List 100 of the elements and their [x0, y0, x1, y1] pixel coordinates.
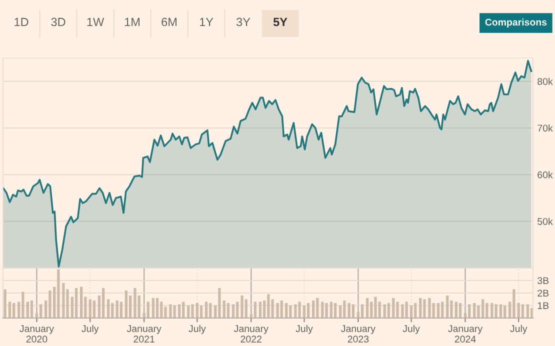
- bar: [343, 300, 346, 318]
- bar: [374, 296, 377, 318]
- bar: [267, 294, 270, 318]
- y-tick-label: 60k: [538, 171, 553, 178]
- bar: [146, 302, 150, 318]
- bar: [106, 299, 110, 318]
- x-tick-label: January 2024: [448, 325, 483, 343]
- bar: [111, 303, 114, 318]
- bar: [75, 288, 78, 318]
- text: 3Y: [236, 18, 250, 26]
- bar: [454, 302, 458, 318]
- bar: [325, 303, 328, 318]
- y-tick-label: 3B: [538, 277, 549, 284]
- bar: [504, 306, 506, 318]
- bar: [102, 288, 105, 318]
- bar: [316, 298, 319, 318]
- bar: [124, 290, 128, 318]
- bar: [280, 300, 283, 318]
- bar: [473, 303, 476, 318]
- bar: [57, 269, 60, 318]
- bar: [512, 289, 516, 318]
- bar: [226, 303, 230, 318]
- bar: [160, 302, 163, 318]
- bar: [352, 304, 355, 318]
- bar: [8, 302, 12, 318]
- bar: [30, 300, 34, 318]
- bar: [414, 303, 417, 318]
- bar: [40, 304, 42, 318]
- text: 1Y: [200, 18, 214, 26]
- bar: [232, 304, 235, 318]
- bar: [236, 302, 239, 318]
- bar: [428, 298, 431, 318]
- bar: [187, 306, 190, 318]
- text: 3D: [51, 18, 66, 26]
- bar: [134, 288, 136, 318]
- bar: [276, 303, 279, 318]
- bar: [526, 304, 530, 318]
- text: 1M: [124, 18, 140, 26]
- bar: [499, 304, 502, 318]
- bar: [383, 304, 386, 318]
- bar: [254, 302, 257, 318]
- bar: [410, 306, 413, 318]
- bar: [218, 288, 221, 318]
- bar: [494, 304, 498, 318]
- x-tick-label: July: [296, 324, 313, 334]
- bar: [120, 302, 123, 318]
- bar: [88, 299, 92, 318]
- bar: [330, 302, 333, 318]
- bar: [360, 304, 364, 318]
- bar: [302, 306, 306, 318]
- bar: [152, 298, 154, 318]
- bar: [169, 304, 172, 318]
- y-tick-label: 1B: [538, 302, 549, 310]
- bar: [80, 286, 83, 318]
- bar: [387, 303, 390, 318]
- bar: [178, 304, 181, 318]
- bar: [191, 304, 194, 318]
- bar: [458, 303, 462, 318]
- bar: [490, 303, 494, 318]
- bar: [334, 303, 337, 318]
- bar: [244, 299, 248, 318]
- bar: [209, 303, 212, 318]
- bar: [423, 299, 426, 318]
- bar: [419, 298, 422, 318]
- bar: [285, 303, 288, 318]
- text: 5Y: [273, 18, 288, 26]
- text: 6M: [162, 18, 177, 26]
- bar: [348, 303, 350, 318]
- bar: [258, 302, 262, 318]
- bar: [441, 302, 444, 318]
- bar: [307, 303, 310, 318]
- bar: [156, 298, 159, 318]
- bar: [401, 304, 404, 318]
- bar: [294, 304, 297, 318]
- bar: [396, 302, 399, 318]
- bar: [26, 302, 29, 318]
- y-tick-label: 80k: [538, 78, 553, 85]
- x-tick-label: January 2022: [234, 325, 268, 343]
- bar: [366, 298, 369, 318]
- bar: [312, 300, 315, 318]
- bar: [405, 302, 408, 318]
- bar: [92, 300, 96, 318]
- bar: [204, 302, 208, 318]
- bar: [182, 302, 185, 318]
- bar: [22, 292, 24, 318]
- x-tick-label: January 2021: [126, 325, 162, 343]
- bar: [289, 306, 292, 318]
- bar: [392, 298, 395, 318]
- x-tick-label: January 2020: [20, 325, 54, 343]
- y-tick-label: 50k: [538, 218, 553, 225]
- y-tick-label: 70k: [538, 124, 553, 132]
- bar: [48, 290, 52, 318]
- x-tick-label: January 2023: [341, 325, 376, 343]
- x-tick-label: July: [82, 324, 99, 334]
- bar: [62, 283, 65, 318]
- bar: [446, 296, 449, 318]
- bar: [116, 300, 118, 318]
- bar: [222, 300, 226, 318]
- x-tick-label: July: [510, 324, 528, 334]
- bar: [468, 304, 471, 318]
